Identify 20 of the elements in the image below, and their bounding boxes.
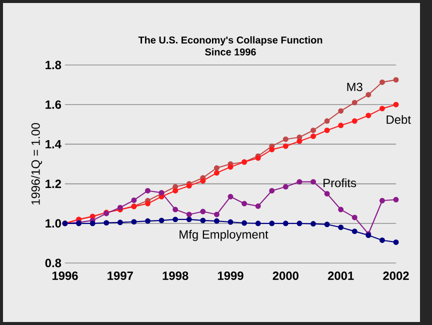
series-label: M3 — [347, 82, 362, 92]
series-label: Profits — [324, 178, 356, 188]
x-tick-label: 1999 — [218, 272, 244, 280]
x-tick-label: 2002 — [383, 272, 409, 280]
y-tick-label: 0.8 — [45, 258, 62, 268]
y-tick-label: 1.2 — [46, 180, 62, 188]
x-tick-label: 1998 — [162, 272, 188, 280]
series-label: Debt — [386, 115, 411, 124]
y-tick-label: 1.4 — [46, 140, 62, 148]
y-tick-label: 1.0 — [46, 219, 61, 228]
chart-title: The U.S. Economy's Collapse Function — [138, 36, 322, 46]
y-tick-label: 1.8 — [46, 60, 62, 70]
x-tick-label: 1996 — [52, 272, 78, 280]
x-tick-label: 2000 — [272, 272, 298, 280]
y-axis-title: 1996/1Q = 1.00 — [31, 123, 42, 204]
y-tick-label: 1.6 — [46, 100, 62, 109]
x-tick-label: 2001 — [328, 272, 354, 280]
x-tick-label: 1997 — [108, 272, 133, 280]
chart-subtitle: Since 1996 — [205, 48, 256, 56]
series-label: Mfg Employment — [180, 230, 268, 242]
